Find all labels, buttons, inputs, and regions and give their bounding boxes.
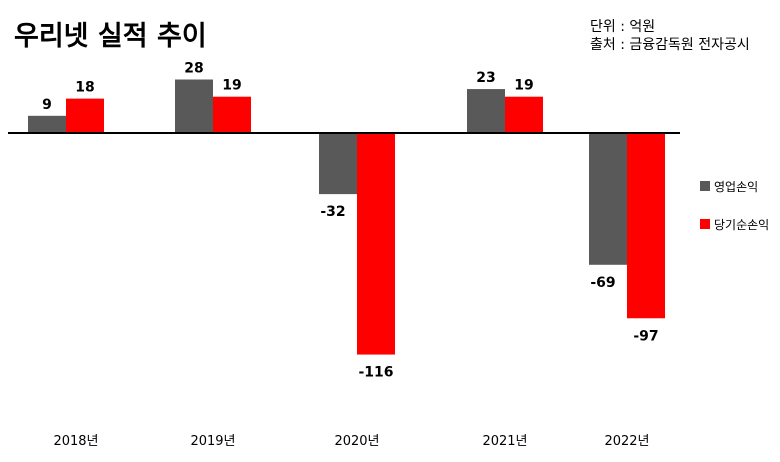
x-tick-label-4: 2022년 bbox=[604, 434, 649, 449]
legend-label-operating: 영업손익 bbox=[714, 179, 759, 194]
value-label-net-0: 18 bbox=[75, 80, 94, 96]
x-tick-label-1: 2019년 bbox=[190, 434, 235, 449]
value-label-operating-2: -32 bbox=[320, 204, 345, 220]
bar-net-4 bbox=[627, 133, 665, 319]
bar-net-1 bbox=[213, 96, 251, 133]
bar-net-3 bbox=[505, 96, 543, 133]
bar-operating-4 bbox=[589, 133, 627, 265]
bar-net-2 bbox=[357, 133, 395, 355]
legend: 영업손익 당기순손익 bbox=[700, 178, 769, 254]
source-label: 출처 : 금융감독원 전자공시 bbox=[590, 37, 750, 53]
legend-label-net: 당기순손익 bbox=[714, 217, 770, 232]
value-label-net-1: 19 bbox=[222, 78, 241, 94]
unit-label: 단위 : 억원 bbox=[590, 19, 656, 35]
bar-net-0 bbox=[66, 98, 104, 133]
bar-operating-0 bbox=[28, 115, 66, 133]
bar-operating-2 bbox=[319, 133, 357, 195]
value-label-operating-0: 9 bbox=[42, 97, 52, 113]
chart-meta: 단위 : 억원 출처 : 금융감독원 전자공시 bbox=[590, 18, 750, 54]
legend-item-operating: 영업손익 bbox=[700, 178, 769, 194]
value-label-operating-1: 28 bbox=[184, 61, 203, 77]
bar-operating-3 bbox=[467, 89, 505, 133]
value-label-operating-3: 23 bbox=[476, 70, 495, 86]
bar-operating-1 bbox=[175, 79, 213, 133]
x-tick-label-3: 2021년 bbox=[482, 434, 527, 449]
legend-swatch-net bbox=[700, 219, 710, 229]
legend-item-net: 당기순손익 bbox=[700, 216, 769, 232]
value-label-net-2: -116 bbox=[358, 365, 393, 381]
x-tick-label-0: 2018년 bbox=[53, 434, 98, 449]
legend-swatch-operating bbox=[700, 181, 710, 191]
value-label-operating-4: -69 bbox=[590, 275, 615, 291]
x-tick-label-2: 2020년 bbox=[334, 434, 379, 449]
chart-title: 우리넷 실적 추이 bbox=[14, 21, 207, 52]
value-label-net-4: -97 bbox=[633, 328, 658, 344]
value-label-net-3: 19 bbox=[514, 78, 533, 94]
